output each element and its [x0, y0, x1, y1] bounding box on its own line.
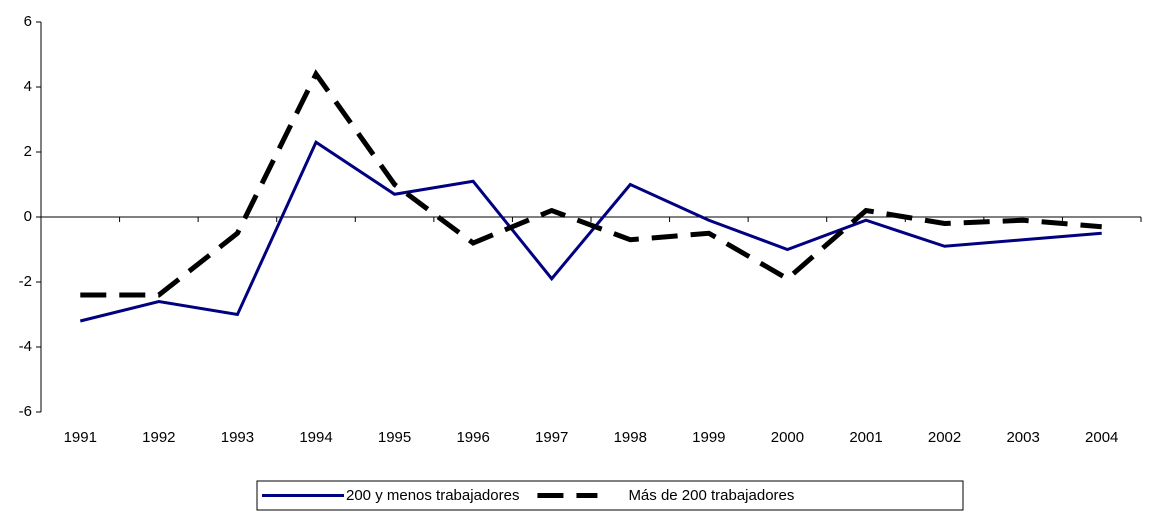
x-tick-label: 1991 [64, 429, 97, 446]
x-tick-label: 1999 [692, 429, 725, 446]
series-line [80, 69, 1102, 298]
legend-label: 200 y menos trabajadores [346, 487, 519, 504]
x-tick-label: 2004 [1085, 429, 1118, 446]
y-tick-label: 2 [24, 143, 32, 160]
x-tick-label: 2000 [771, 429, 804, 446]
y-tick-label: 0 [24, 208, 32, 225]
y-tick-label: 6 [24, 13, 32, 30]
x-tick-label: 2001 [849, 429, 882, 446]
y-tick-label: -2 [19, 273, 32, 290]
legend-box [256, 480, 964, 511]
x-tick-label: 2003 [1006, 429, 1039, 446]
x-tick-label: 1994 [299, 429, 332, 446]
series-line [79, 140, 1102, 323]
legend-label: Más de 200 trabajadores [628, 487, 794, 504]
x-tick-label: 2002 [928, 429, 961, 446]
x-tick-label: 1992 [142, 429, 175, 446]
y-tick-label: 4 [24, 78, 32, 95]
y-tick-label: -4 [19, 338, 32, 355]
x-tick-label: 1993 [221, 429, 254, 446]
x-tick-label: 1995 [378, 429, 411, 446]
x-tick-label: 1998 [614, 429, 647, 446]
x-tick-label: 1997 [535, 429, 568, 446]
y-tick-label: -6 [19, 403, 32, 420]
x-tick-label: 1996 [456, 429, 489, 446]
